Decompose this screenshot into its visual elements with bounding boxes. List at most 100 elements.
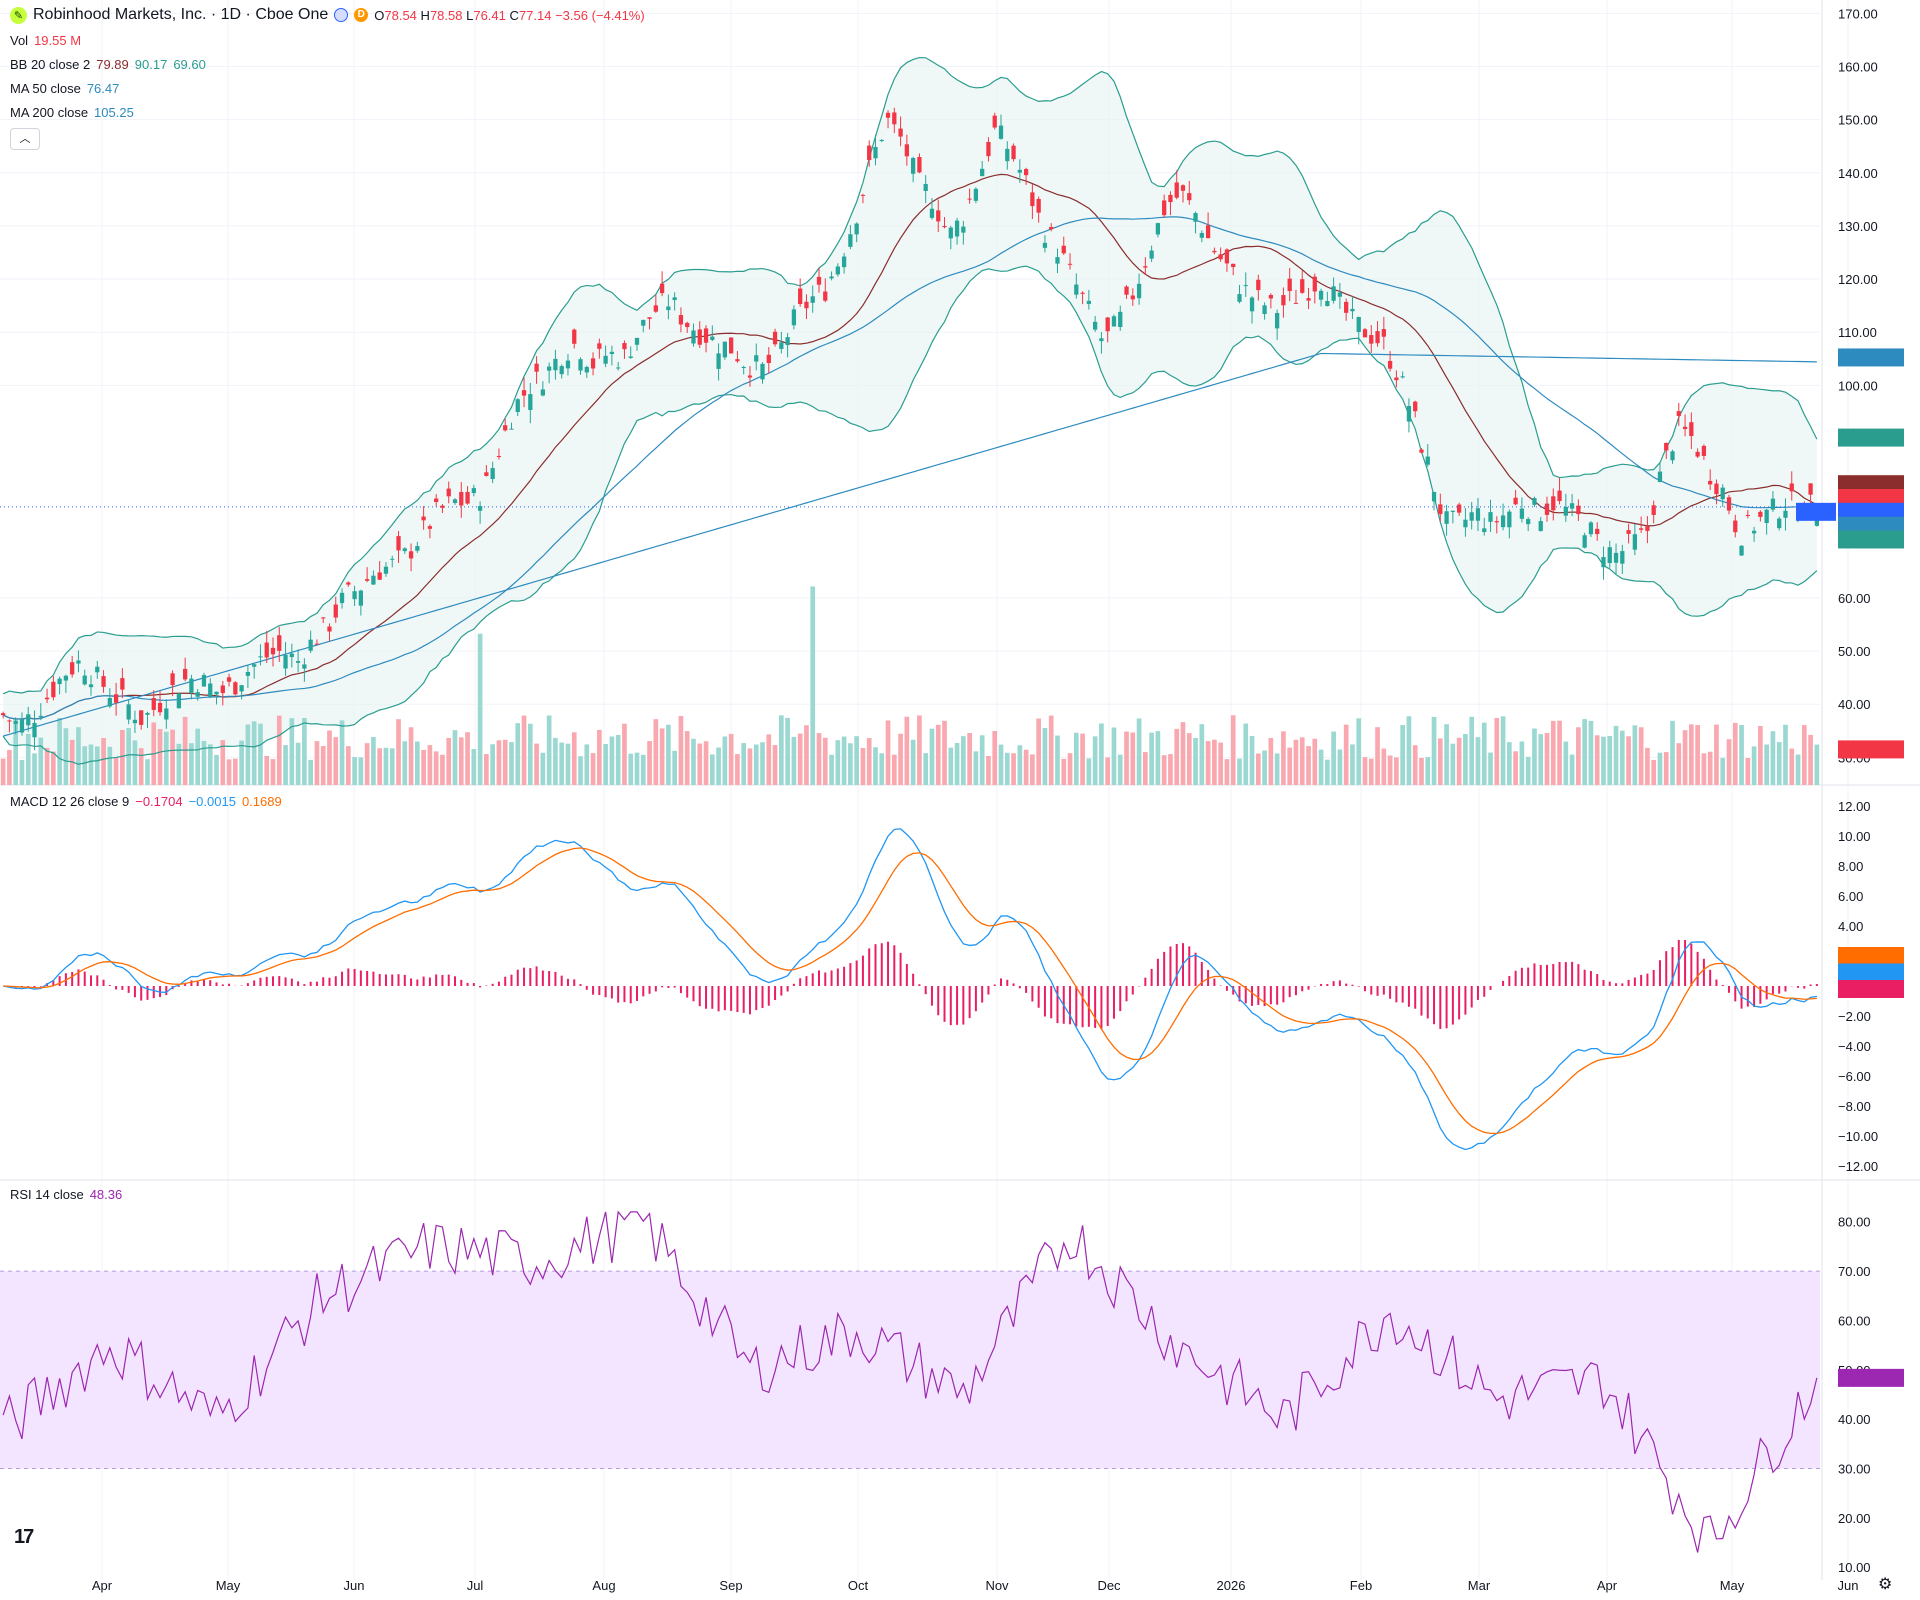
candle-body: [1494, 521, 1499, 523]
volume-bar: [816, 733, 822, 785]
candle-body: [848, 234, 853, 247]
rsi-tick-label: 40.00: [1838, 1412, 1871, 1427]
candle-body: [208, 683, 213, 697]
rsi-layer: [0, 1210, 1820, 1553]
candle-body: [961, 226, 966, 233]
candle-body: [1500, 515, 1506, 528]
candle-body: [1457, 504, 1462, 513]
volume-bar: [760, 742, 765, 785]
volume-bar: [961, 736, 966, 785]
candle-body: [1212, 250, 1217, 253]
candle-body: [214, 691, 219, 695]
volume-bar: [967, 733, 972, 785]
candle-body: [459, 492, 464, 506]
candle-body: [1777, 518, 1782, 529]
volume-bar: [553, 737, 558, 785]
candle-body: [302, 664, 307, 669]
volume-bar: [1350, 744, 1355, 785]
volume-bar: [1268, 737, 1274, 785]
candle-body: [810, 296, 815, 303]
volume-bar: [1557, 720, 1562, 785]
candle-body: [258, 656, 263, 658]
gear-icon[interactable]: ⚙: [1878, 1576, 1893, 1593]
candle-body: [528, 394, 533, 410]
candle-body: [1751, 530, 1757, 534]
volume-bar: [1726, 739, 1732, 785]
candle-body: [195, 692, 200, 697]
candle-body: [879, 139, 884, 141]
candle-body: [785, 337, 790, 346]
volume-bar: [1017, 745, 1023, 785]
candle-body: [1626, 530, 1631, 534]
candle-body: [1143, 266, 1148, 268]
x-tick-label: Jun: [1838, 1578, 1859, 1593]
volume-bar: [201, 740, 207, 785]
volume-bar: [1626, 736, 1631, 785]
volume-bar: [1463, 733, 1468, 785]
candle-body: [352, 591, 357, 600]
candle-body: [1463, 519, 1468, 528]
macd-signal-tag-bg: [1838, 947, 1904, 965]
volume-bar: [333, 737, 339, 785]
volume-bar: [270, 759, 276, 785]
ma200-legend[interactable]: MA 200 close 105.25: [10, 105, 134, 120]
candle-body: [239, 685, 244, 692]
candle-body: [521, 390, 527, 396]
volume-bar: [1607, 736, 1613, 785]
candle-body: [754, 355, 759, 362]
price-tick-label: 170.00: [1838, 6, 1878, 21]
macd-legend[interactable]: MACD 12 26 close 9 −0.1704 −0.0015 0.168…: [10, 794, 282, 809]
volume-bar: [320, 746, 326, 785]
candle-body: [339, 592, 345, 604]
candle-body: [145, 712, 150, 715]
candle-body: [936, 210, 941, 222]
rsi-legend[interactable]: RSI 14 close 48.36: [10, 1187, 123, 1202]
vol-legend[interactable]: Vol 19.55 M: [10, 33, 82, 48]
volume-bar: [597, 729, 602, 785]
candle-body: [1431, 491, 1437, 502]
volume-bar: [797, 733, 803, 785]
candle-body: [38, 715, 43, 718]
candle-body: [1067, 263, 1073, 265]
ma50-legend[interactable]: MA 50 close 76.47: [10, 81, 120, 96]
candle-body: [1356, 317, 1361, 332]
volume-bar: [1739, 725, 1744, 785]
candle-body: [1438, 504, 1443, 515]
volume-bar: [295, 742, 301, 785]
volume-bar: [377, 748, 383, 785]
volume-bar: [427, 745, 433, 785]
candle-body: [1030, 192, 1035, 207]
price-tick-label: 100.00: [1838, 378, 1878, 393]
volume-bar: [13, 718, 19, 785]
tradingview-logo-icon[interactable]: 17: [14, 1526, 34, 1548]
symbol-legend[interactable]: ✎ Robinhood Markets, Inc. · 1D · Cboe On…: [10, 6, 645, 24]
x-tick-label: Apr: [1597, 1578, 1618, 1593]
candle-body: [1588, 522, 1594, 535]
candle-body: [434, 498, 439, 503]
volume-bar: [615, 734, 621, 785]
candle-body: [1023, 169, 1029, 176]
volume-bar: [578, 756, 583, 785]
candle-body: [1664, 442, 1669, 451]
candle-body: [923, 183, 928, 191]
candle-body: [1350, 308, 1355, 312]
collapse-legend-button[interactable]: ︿: [10, 128, 40, 150]
volume-bar: [207, 744, 213, 785]
volume-bar: [1795, 754, 1801, 785]
candle-body: [1714, 483, 1719, 495]
volume-bar: [1337, 749, 1343, 785]
macd-tick-label: 6.00: [1838, 889, 1863, 904]
rsi-tick-label: 10.00: [1838, 1560, 1871, 1575]
volume-bar: [308, 759, 313, 785]
candle-body: [226, 677, 232, 682]
volume-bar: [709, 754, 715, 785]
volume-bar: [1055, 735, 1060, 785]
candle-body: [157, 702, 163, 713]
bb-legend[interactable]: BB 20 close 2 79.89 90.17 69.60: [10, 57, 206, 72]
volume-bar: [854, 736, 859, 785]
candle-body: [452, 499, 458, 504]
volume-bar: [1707, 751, 1713, 785]
volume-bar: [1613, 725, 1619, 785]
candle-body: [151, 698, 156, 710]
